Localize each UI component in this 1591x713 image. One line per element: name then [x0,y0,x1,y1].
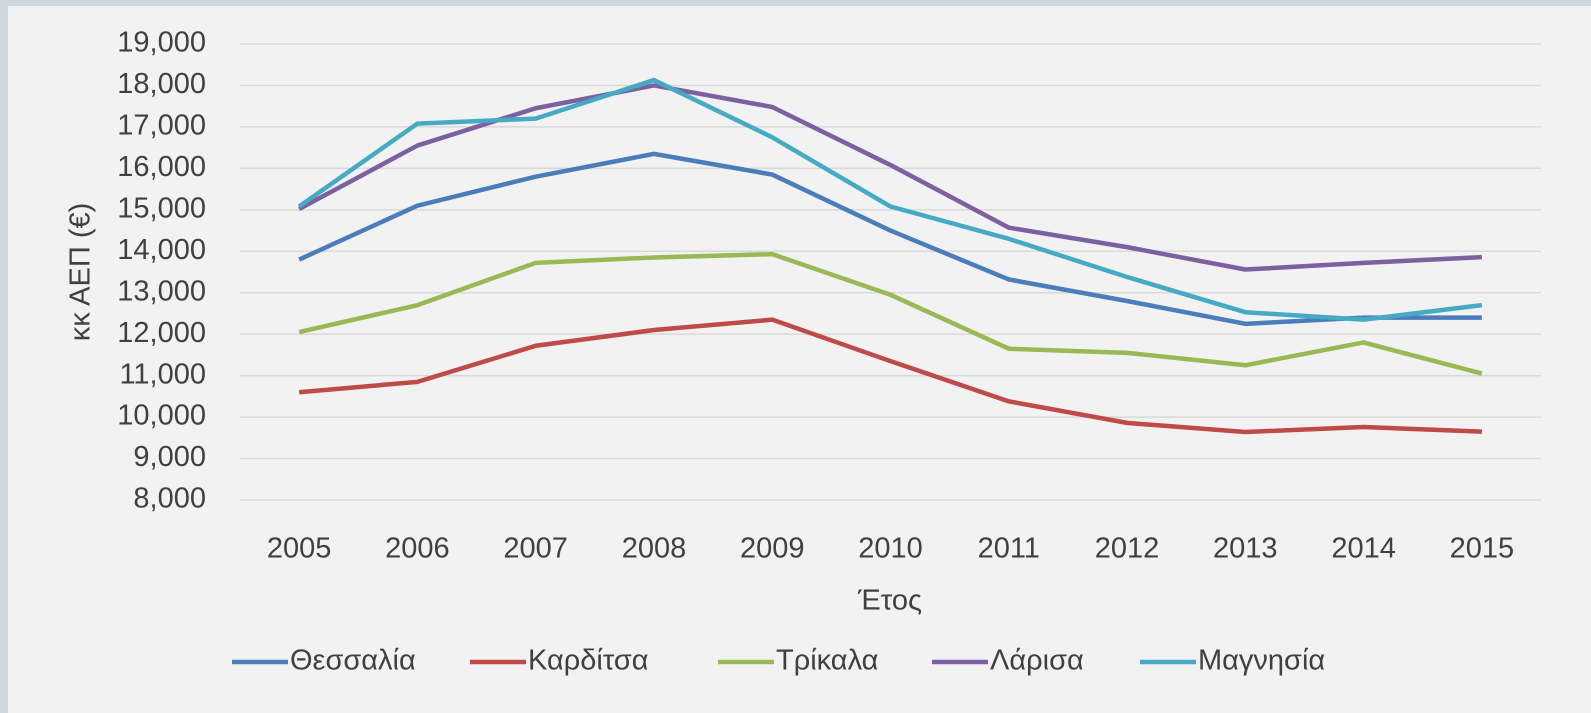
x-tick-label: 2015 [1450,533,1515,565]
x-tick-label: 2008 [622,533,687,565]
chart-background [8,6,1591,713]
legend-label: Θεσσαλία [290,645,416,677]
y-tick-label: 9,000 [133,441,206,473]
y-tick-label: 15,000 [117,192,206,224]
series-line [298,317,1482,435]
series-line [297,77,1483,322]
y-tick-label: 19,000 [117,27,206,59]
x-tick-label: 2014 [1331,533,1396,565]
x-axis-label: Έτος [857,585,922,617]
y-tick-label: 14,000 [117,234,206,266]
series-line [298,151,1482,327]
y-tick-label: 12,000 [117,317,206,349]
legend-label: Τρίκαλα [776,645,878,677]
legend-label: Μαγνησία [1198,645,1325,677]
series-line [298,251,1483,376]
y-tick-label: 16,000 [117,151,206,183]
x-tick-label: 2005 [267,533,332,565]
x-tick-label: 2012 [1095,533,1160,565]
x-tick-label: 2013 [1213,533,1278,565]
x-tick-label: 2007 [503,533,568,565]
y-tick-label: 8,000 [133,483,206,515]
y-axis-label: κκ ΑΕΠ (€) [65,203,97,342]
x-tick-label: 2010 [858,533,923,565]
y-tick-label: 17,000 [117,110,206,142]
x-tick-label: 2006 [385,533,450,565]
x-tick-label: 2011 [978,533,1040,565]
y-tick-label: 10,000 [117,400,206,432]
legend-label: Λάρισα [990,645,1084,677]
x-tick-label: 2009 [740,533,805,565]
legend-label: Καρδίτσα [528,645,649,677]
y-tick-label: 11,000 [119,358,206,390]
y-tick-label: 18,000 [117,68,206,100]
y-tick-label: 13,000 [117,275,206,307]
